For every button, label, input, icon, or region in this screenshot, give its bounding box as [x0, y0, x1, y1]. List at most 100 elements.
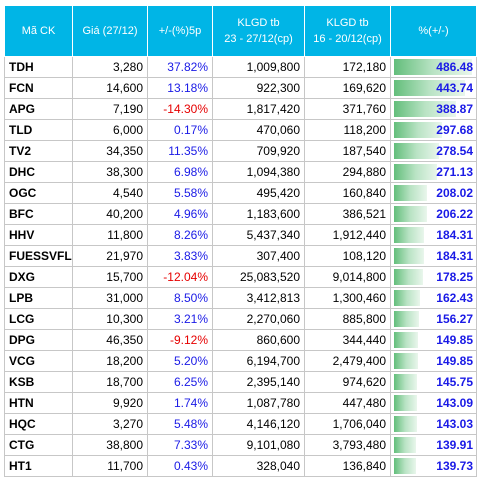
- table-row[interactable]: DHC 38,300 6.98% 1,094,380 294,880 271.13: [4, 161, 477, 183]
- table-row[interactable]: HTN 9,920 1.74% 1,087,780 447,480 143.09: [4, 392, 477, 414]
- symbol-cell: HHV: [4, 224, 73, 246]
- pct-data-bar: [394, 374, 418, 390]
- vol-prev-cell: 885,800: [304, 308, 391, 330]
- symbol-cell: OGC: [4, 182, 73, 204]
- vol-recent-cell: 1,094,380: [212, 161, 305, 183]
- symbol-cell: KSB: [4, 371, 73, 393]
- pct-data-bar: [394, 248, 424, 264]
- table-row[interactable]: TV2 34,350 11.35% 709,920 187,540 278.54: [4, 140, 477, 162]
- vol-prev-cell: 386,521: [304, 203, 391, 225]
- vol-prev-cell: 160,840: [304, 182, 391, 204]
- table-row[interactable]: VCG 18,200 5.20% 6,194,700 2,479,400 149.85: [4, 350, 477, 372]
- vol-recent-cell: 3,412,813: [212, 287, 305, 309]
- price-cell: 6,000: [72, 119, 148, 141]
- header-price[interactable]: Giá (27/12): [72, 5, 148, 57]
- vol-prev-cell: 1,706,040: [304, 413, 391, 435]
- change-cell: 3.83%: [147, 245, 213, 267]
- price-cell: 7,190: [72, 98, 148, 120]
- price-cell: 38,300: [72, 161, 148, 183]
- table-row[interactable]: LPB 31,000 8.50% 3,412,813 1,300,460 162.43: [4, 287, 477, 309]
- table-row[interactable]: CTG 38,800 7.33% 9,101,080 3,793,480 139.91: [4, 434, 477, 456]
- change-cell: 5.58%: [147, 182, 213, 204]
- vol-prev-cell: 447,480: [304, 392, 391, 414]
- symbol-cell: HQC: [4, 413, 73, 435]
- table-header-row: Mã CK Giá (27/12) +/-(%)5p KLGD tb 23 - …: [4, 5, 477, 57]
- pct-value: 143.09: [436, 396, 473, 410]
- vol-recent-cell: 2,395,140: [212, 371, 305, 393]
- table-row[interactable]: HT1 11,700 0.43% 328,040 136,840 139.73: [4, 455, 477, 477]
- change-cell: 3.21%: [147, 308, 213, 330]
- stock-table-panel: Mã CK Giá (27/12) +/-(%)5p KLGD tb 23 - …: [3, 3, 482, 477]
- header-vol-recent[interactable]: KLGD tb 23 - 27/12(cp): [212, 5, 305, 57]
- pct-data-bar: [394, 395, 417, 411]
- price-cell: 18,700: [72, 371, 148, 393]
- header-change[interactable]: +/-(%)5p: [147, 5, 213, 57]
- vol-recent-cell: 709,920: [212, 140, 305, 162]
- symbol-cell: DXG: [4, 266, 73, 288]
- table-row[interactable]: HHV 11,800 8.26% 5,437,340 1,912,440 184.31: [4, 224, 477, 246]
- table-row[interactable]: HQC 3,270 5.48% 4,146,120 1,706,040 143.03: [4, 413, 477, 435]
- table-row[interactable]: APG 7,190 -14.30% 1,817,420 371,760 388.87: [4, 98, 477, 120]
- pct-value: 162.43: [436, 291, 473, 305]
- table-row[interactable]: LCG 10,300 3.21% 2,270,060 885,800 156.27: [4, 308, 477, 330]
- change-cell: -12.04%: [147, 266, 213, 288]
- price-cell: 10,300: [72, 308, 148, 330]
- header-vol-prev-line2: 16 - 20/12(cp): [313, 33, 382, 45]
- table-row[interactable]: FCN 14,600 13.18% 922,300 169,620 443.74: [4, 77, 477, 99]
- change-cell: 7.33%: [147, 434, 213, 456]
- pct-data-bar: [394, 164, 438, 180]
- vol-prev-cell: 1,300,460: [304, 287, 391, 309]
- table-row[interactable]: KSB 18,700 6.25% 2,395,140 974,620 145.75: [4, 371, 477, 393]
- symbol-cell: LPB: [4, 287, 73, 309]
- price-cell: 11,800: [72, 224, 148, 246]
- pct-cell: 139.73: [390, 455, 477, 477]
- pct-value: 184.31: [436, 249, 473, 263]
- header-symbol[interactable]: Mã CK: [4, 5, 73, 57]
- vol-prev-cell: 974,620: [304, 371, 391, 393]
- table-row[interactable]: FUESSVFL 21,970 3.83% 307,400 108,120 184.31: [4, 245, 477, 267]
- symbol-cell: LCG: [4, 308, 73, 330]
- pct-value: 271.13: [436, 165, 473, 179]
- table-row[interactable]: TDH 3,280 37.82% 1,009,800 172,180 486.48: [4, 56, 477, 78]
- symbol-cell: TDH: [4, 56, 73, 78]
- table-row[interactable]: DPG 46,350 -9.12% 860,600 344,440 149.85: [4, 329, 477, 351]
- pct-data-bar: [394, 122, 442, 138]
- pct-data-bar: [394, 353, 419, 369]
- vol-prev-cell: 3,793,480: [304, 434, 391, 456]
- header-vol-prev[interactable]: KLGD tb 16 - 20/12(cp): [304, 5, 391, 57]
- vol-recent-cell: 307,400: [212, 245, 305, 267]
- pct-cell: 184.31: [390, 245, 477, 267]
- price-cell: 11,700: [72, 455, 148, 477]
- change-cell: 8.26%: [147, 224, 213, 246]
- table-row[interactable]: TLD 6,000 0.17% 470,060 118,200 297.68: [4, 119, 477, 141]
- pct-data-bar: [394, 332, 419, 348]
- header-vol-prev-line1: KLGD tb: [326, 17, 369, 29]
- price-cell: 46,350: [72, 329, 148, 351]
- price-cell: 18,200: [72, 350, 148, 372]
- pct-cell: 271.13: [390, 161, 477, 183]
- table-row[interactable]: DXG 15,700 -12.04% 25,083,520 9,014,800 178.2…: [4, 266, 477, 288]
- vol-prev-cell: 136,840: [304, 455, 391, 477]
- pct-cell: 139.91: [390, 434, 477, 456]
- pct-data-bar: [394, 206, 428, 222]
- vol-recent-cell: 328,040: [212, 455, 305, 477]
- pct-cell: 149.85: [390, 350, 477, 372]
- table-row[interactable]: OGC 4,540 5.58% 495,420 160,840 208.02: [4, 182, 477, 204]
- change-cell: 8.50%: [147, 287, 213, 309]
- symbol-cell: FUESSVFL: [4, 245, 73, 267]
- stock-volume-table: Mã CK Giá (27/12) +/-(%)5p KLGD tb 23 - …: [4, 5, 477, 477]
- pct-cell: 206.22: [390, 203, 477, 225]
- symbol-cell: DHC: [4, 161, 73, 183]
- vol-recent-cell: 5,437,340: [212, 224, 305, 246]
- table-row[interactable]: BFC 40,200 4.96% 1,183,600 386,521 206.22: [4, 203, 477, 225]
- symbol-cell: CTG: [4, 434, 73, 456]
- change-cell: 0.17%: [147, 119, 213, 141]
- header-pct[interactable]: %(+/-): [390, 5, 477, 57]
- price-cell: 31,000: [72, 287, 148, 309]
- vol-recent-cell: 1,817,420: [212, 98, 305, 120]
- symbol-cell: APG: [4, 98, 73, 120]
- pct-cell: 162.43: [390, 287, 477, 309]
- price-cell: 34,350: [72, 140, 148, 162]
- vol-recent-cell: 495,420: [212, 182, 305, 204]
- header-vol-recent-line1: KLGD tb: [237, 17, 280, 29]
